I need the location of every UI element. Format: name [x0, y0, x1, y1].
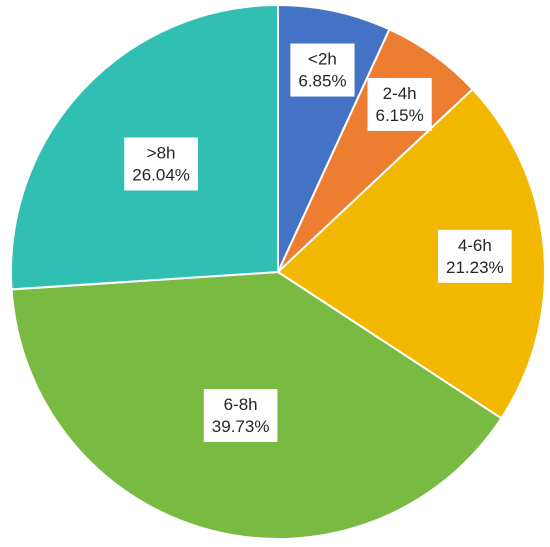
slice-category-label: <2h: [308, 50, 337, 69]
data-label-box: [124, 137, 198, 191]
slice-category-label: >8h: [147, 143, 176, 162]
data-label-1: <2h 6.85%: [290, 43, 355, 97]
data-label-box: [367, 77, 432, 131]
data-label-4: 6-8h 39.73%: [203, 389, 278, 443]
slice-value-label: 6.85%: [298, 72, 346, 91]
slice-value-label: 6.15%: [376, 106, 424, 125]
slice-category-label: 6-8h: [224, 395, 258, 414]
slice-value-label: 26.04%: [132, 165, 190, 184]
data-label-2: 2-4h 6.15%: [367, 77, 432, 131]
pie-slice-3: [276, 87, 546, 420]
data-label-box: [203, 389, 278, 443]
slice-value-label: 39.73%: [212, 417, 270, 436]
slice-category-label: 2-4h: [383, 84, 417, 103]
slice-value-label: 21.23%: [446, 258, 504, 277]
data-label-box: [437, 229, 512, 283]
slice-category-label: 4-6h: [458, 236, 492, 255]
data-label-3: 4-6h 21.23%: [437, 229, 512, 283]
data-label-5: >8h 26.04%: [124, 137, 198, 191]
data-label-box: [290, 43, 355, 97]
